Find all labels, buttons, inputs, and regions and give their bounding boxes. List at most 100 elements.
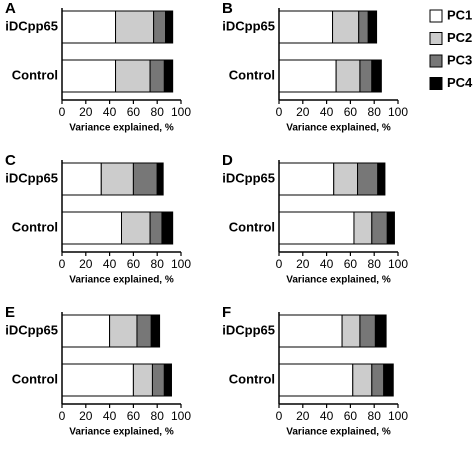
x-tick-label: 60 xyxy=(127,105,141,119)
bar-segment xyxy=(367,10,378,44)
category-label: iDCpp65 xyxy=(5,322,58,337)
x-tick-label: 40 xyxy=(103,105,117,119)
x-tick-label: 80 xyxy=(151,409,165,423)
x-axis-label: Variance explained, % xyxy=(286,123,391,134)
bar-segment xyxy=(61,314,111,348)
x-tick-label: 40 xyxy=(320,409,334,423)
x-tick-label: 0 xyxy=(276,257,283,271)
x-tick-label: 40 xyxy=(103,409,117,423)
legend-label: PC1 xyxy=(447,7,472,22)
x-axis-label: Variance explained, % xyxy=(286,275,391,286)
x-tick-label: 40 xyxy=(320,257,334,271)
panel-label: A xyxy=(5,0,16,17)
bar-segment xyxy=(341,314,361,348)
x-tick-label: 80 xyxy=(151,105,165,119)
bar-segment xyxy=(150,314,161,348)
panel-label: C xyxy=(5,152,16,169)
category-label: iDCpp65 xyxy=(222,18,275,33)
bar-segment xyxy=(278,59,337,93)
bar-segment xyxy=(149,59,165,93)
category-label: Control xyxy=(12,67,58,82)
x-tick-label: 20 xyxy=(79,257,93,271)
category-label: Control xyxy=(12,371,58,386)
bar-segment xyxy=(278,162,335,196)
x-tick-label: 20 xyxy=(79,105,93,119)
panel-label: B xyxy=(222,0,233,17)
bar-segment xyxy=(278,10,334,44)
x-tick-label: 100 xyxy=(171,257,191,271)
legend-swatch xyxy=(429,32,443,45)
x-tick-label: 80 xyxy=(368,257,382,271)
bar-segment xyxy=(353,211,373,245)
bar-segment xyxy=(115,59,151,93)
x-tick-label: 80 xyxy=(368,105,382,119)
x-tick-label: 60 xyxy=(127,409,141,423)
x-tick-label: 60 xyxy=(127,257,141,271)
x-tick-label: 60 xyxy=(344,105,358,119)
bar-segment xyxy=(278,211,355,245)
x-tick-label: 40 xyxy=(103,257,117,271)
bar-segment xyxy=(132,162,158,196)
bar-segment xyxy=(61,10,117,44)
legend-label: PC4 xyxy=(447,75,473,90)
category-label: iDCpp65 xyxy=(5,18,58,33)
x-tick-label: 80 xyxy=(151,257,165,271)
bar-segment xyxy=(358,10,369,44)
x-tick-label: 20 xyxy=(296,257,310,271)
bar-segment xyxy=(163,363,172,397)
bar-segment xyxy=(332,10,360,44)
panel-label: F xyxy=(222,304,231,321)
category-label: Control xyxy=(229,67,275,82)
bar-segment xyxy=(121,211,151,245)
x-tick-label: 100 xyxy=(388,105,408,119)
x-tick-label: 100 xyxy=(388,409,408,423)
bar-segment xyxy=(335,59,361,93)
x-tick-label: 60 xyxy=(344,409,358,423)
x-tick-label: 20 xyxy=(296,105,310,119)
legend-label: PC2 xyxy=(447,30,472,45)
bar-segment xyxy=(359,314,376,348)
bar-segment xyxy=(61,211,122,245)
x-tick-label: 100 xyxy=(388,257,408,271)
panel-label: D xyxy=(222,152,233,169)
category-label: Control xyxy=(229,371,275,386)
category-label: Control xyxy=(229,219,275,234)
bar-segment xyxy=(357,162,379,196)
x-tick-label: 0 xyxy=(276,409,283,423)
x-tick-label: 60 xyxy=(344,257,358,271)
x-tick-label: 100 xyxy=(171,105,191,119)
x-tick-label: 80 xyxy=(368,409,382,423)
bar-segment xyxy=(151,363,165,397)
bar-segment xyxy=(109,314,138,348)
bar-segment xyxy=(383,363,394,397)
category-label: iDCpp65 xyxy=(222,322,275,337)
bar-segment xyxy=(278,363,354,397)
bar-segment xyxy=(371,211,388,245)
bar-segment xyxy=(278,314,343,348)
x-tick-label: 0 xyxy=(59,105,66,119)
bar-segment xyxy=(165,10,174,44)
bar-segment xyxy=(377,162,386,196)
x-axis-label: Variance explained, % xyxy=(69,123,174,134)
legend-swatch xyxy=(429,54,443,68)
bar-segment xyxy=(61,363,134,397)
legend-label: PC3 xyxy=(447,52,472,67)
x-tick-label: 100 xyxy=(171,409,191,423)
category-label: iDCpp65 xyxy=(222,170,275,185)
legend-swatch xyxy=(429,77,443,90)
x-tick-label: 20 xyxy=(79,409,93,423)
bar-segment xyxy=(371,59,382,93)
x-tick-label: 20 xyxy=(296,409,310,423)
bar-segment xyxy=(61,59,117,93)
bar-segment xyxy=(374,314,387,348)
x-axis-label: Variance explained, % xyxy=(69,275,174,286)
bar-segment xyxy=(136,314,152,348)
bar-segment xyxy=(61,162,102,196)
x-tick-label: 0 xyxy=(59,409,66,423)
panel-label: E xyxy=(5,304,15,321)
bar-segment xyxy=(371,363,385,397)
bar-segment xyxy=(153,10,167,44)
bar-segment xyxy=(359,59,373,93)
x-axis-label: Variance explained, % xyxy=(69,427,174,438)
